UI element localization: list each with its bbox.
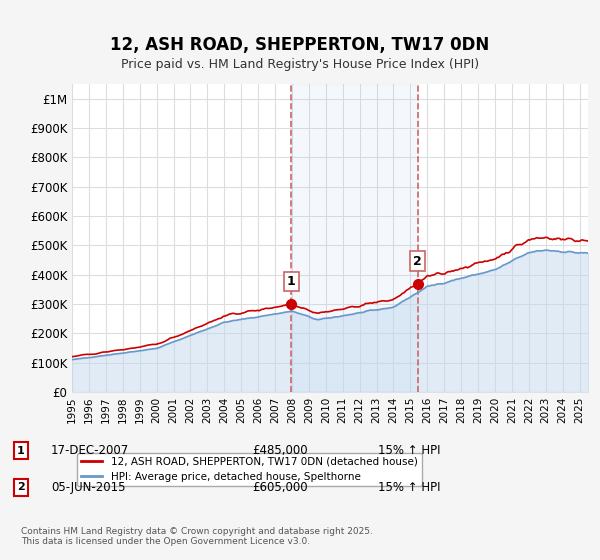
- Legend: 12, ASH ROAD, SHEPPERTON, TW17 0DN (detached house), HPI: Average price, detache: 12, ASH ROAD, SHEPPERTON, TW17 0DN (deta…: [77, 452, 422, 486]
- Text: 17-DEC-2007: 17-DEC-2007: [51, 444, 129, 458]
- Text: Contains HM Land Registry data © Crown copyright and database right 2025.
This d: Contains HM Land Registry data © Crown c…: [21, 526, 373, 546]
- Text: 12, ASH ROAD, SHEPPERTON, TW17 0DN: 12, ASH ROAD, SHEPPERTON, TW17 0DN: [110, 36, 490, 54]
- Text: 2: 2: [413, 255, 422, 268]
- Text: Price paid vs. HM Land Registry's House Price Index (HPI): Price paid vs. HM Land Registry's House …: [121, 58, 479, 71]
- Text: £485,000: £485,000: [252, 444, 308, 458]
- Text: 2: 2: [17, 482, 25, 492]
- Text: £605,000: £605,000: [252, 480, 308, 494]
- Text: 05-JUN-2015: 05-JUN-2015: [51, 480, 125, 494]
- Text: 15% ↑ HPI: 15% ↑ HPI: [378, 444, 440, 458]
- Bar: [291, 84, 418, 392]
- Text: 15% ↑ HPI: 15% ↑ HPI: [378, 480, 440, 494]
- Text: 1: 1: [287, 274, 296, 288]
- Text: 1: 1: [17, 446, 25, 456]
